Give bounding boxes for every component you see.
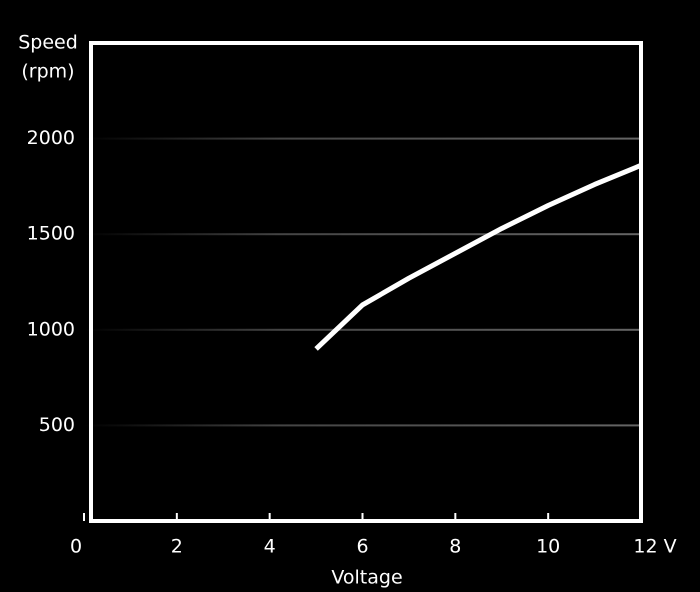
x-tick-label: 0	[70, 536, 82, 558]
y-tick-label: 1500	[27, 223, 75, 245]
plot-frame	[89, 41, 643, 523]
x-tick-label: 8	[449, 536, 461, 558]
x-tick-label: 6	[356, 536, 368, 558]
grid	[84, 137, 641, 427]
x-tick-label: 12 V	[633, 536, 676, 558]
line-series	[314, 163, 642, 351]
y-axis-label: (rpm)	[21, 61, 74, 83]
x-tick-label: 10	[536, 536, 560, 558]
y-tick-label: 2000	[27, 127, 75, 149]
grid-line	[84, 233, 641, 236]
y-tick-label: 500	[39, 414, 75, 436]
x-tick-label: 2	[171, 536, 183, 558]
grid-line	[84, 328, 641, 331]
x-axis-label: Voltage	[331, 567, 402, 589]
grid-line	[84, 424, 641, 427]
x-tick-label: 4	[264, 536, 276, 558]
y-tick-label: 1000	[27, 318, 75, 340]
y-axis-label: Speed	[18, 32, 78, 54]
grid-line	[84, 137, 641, 140]
